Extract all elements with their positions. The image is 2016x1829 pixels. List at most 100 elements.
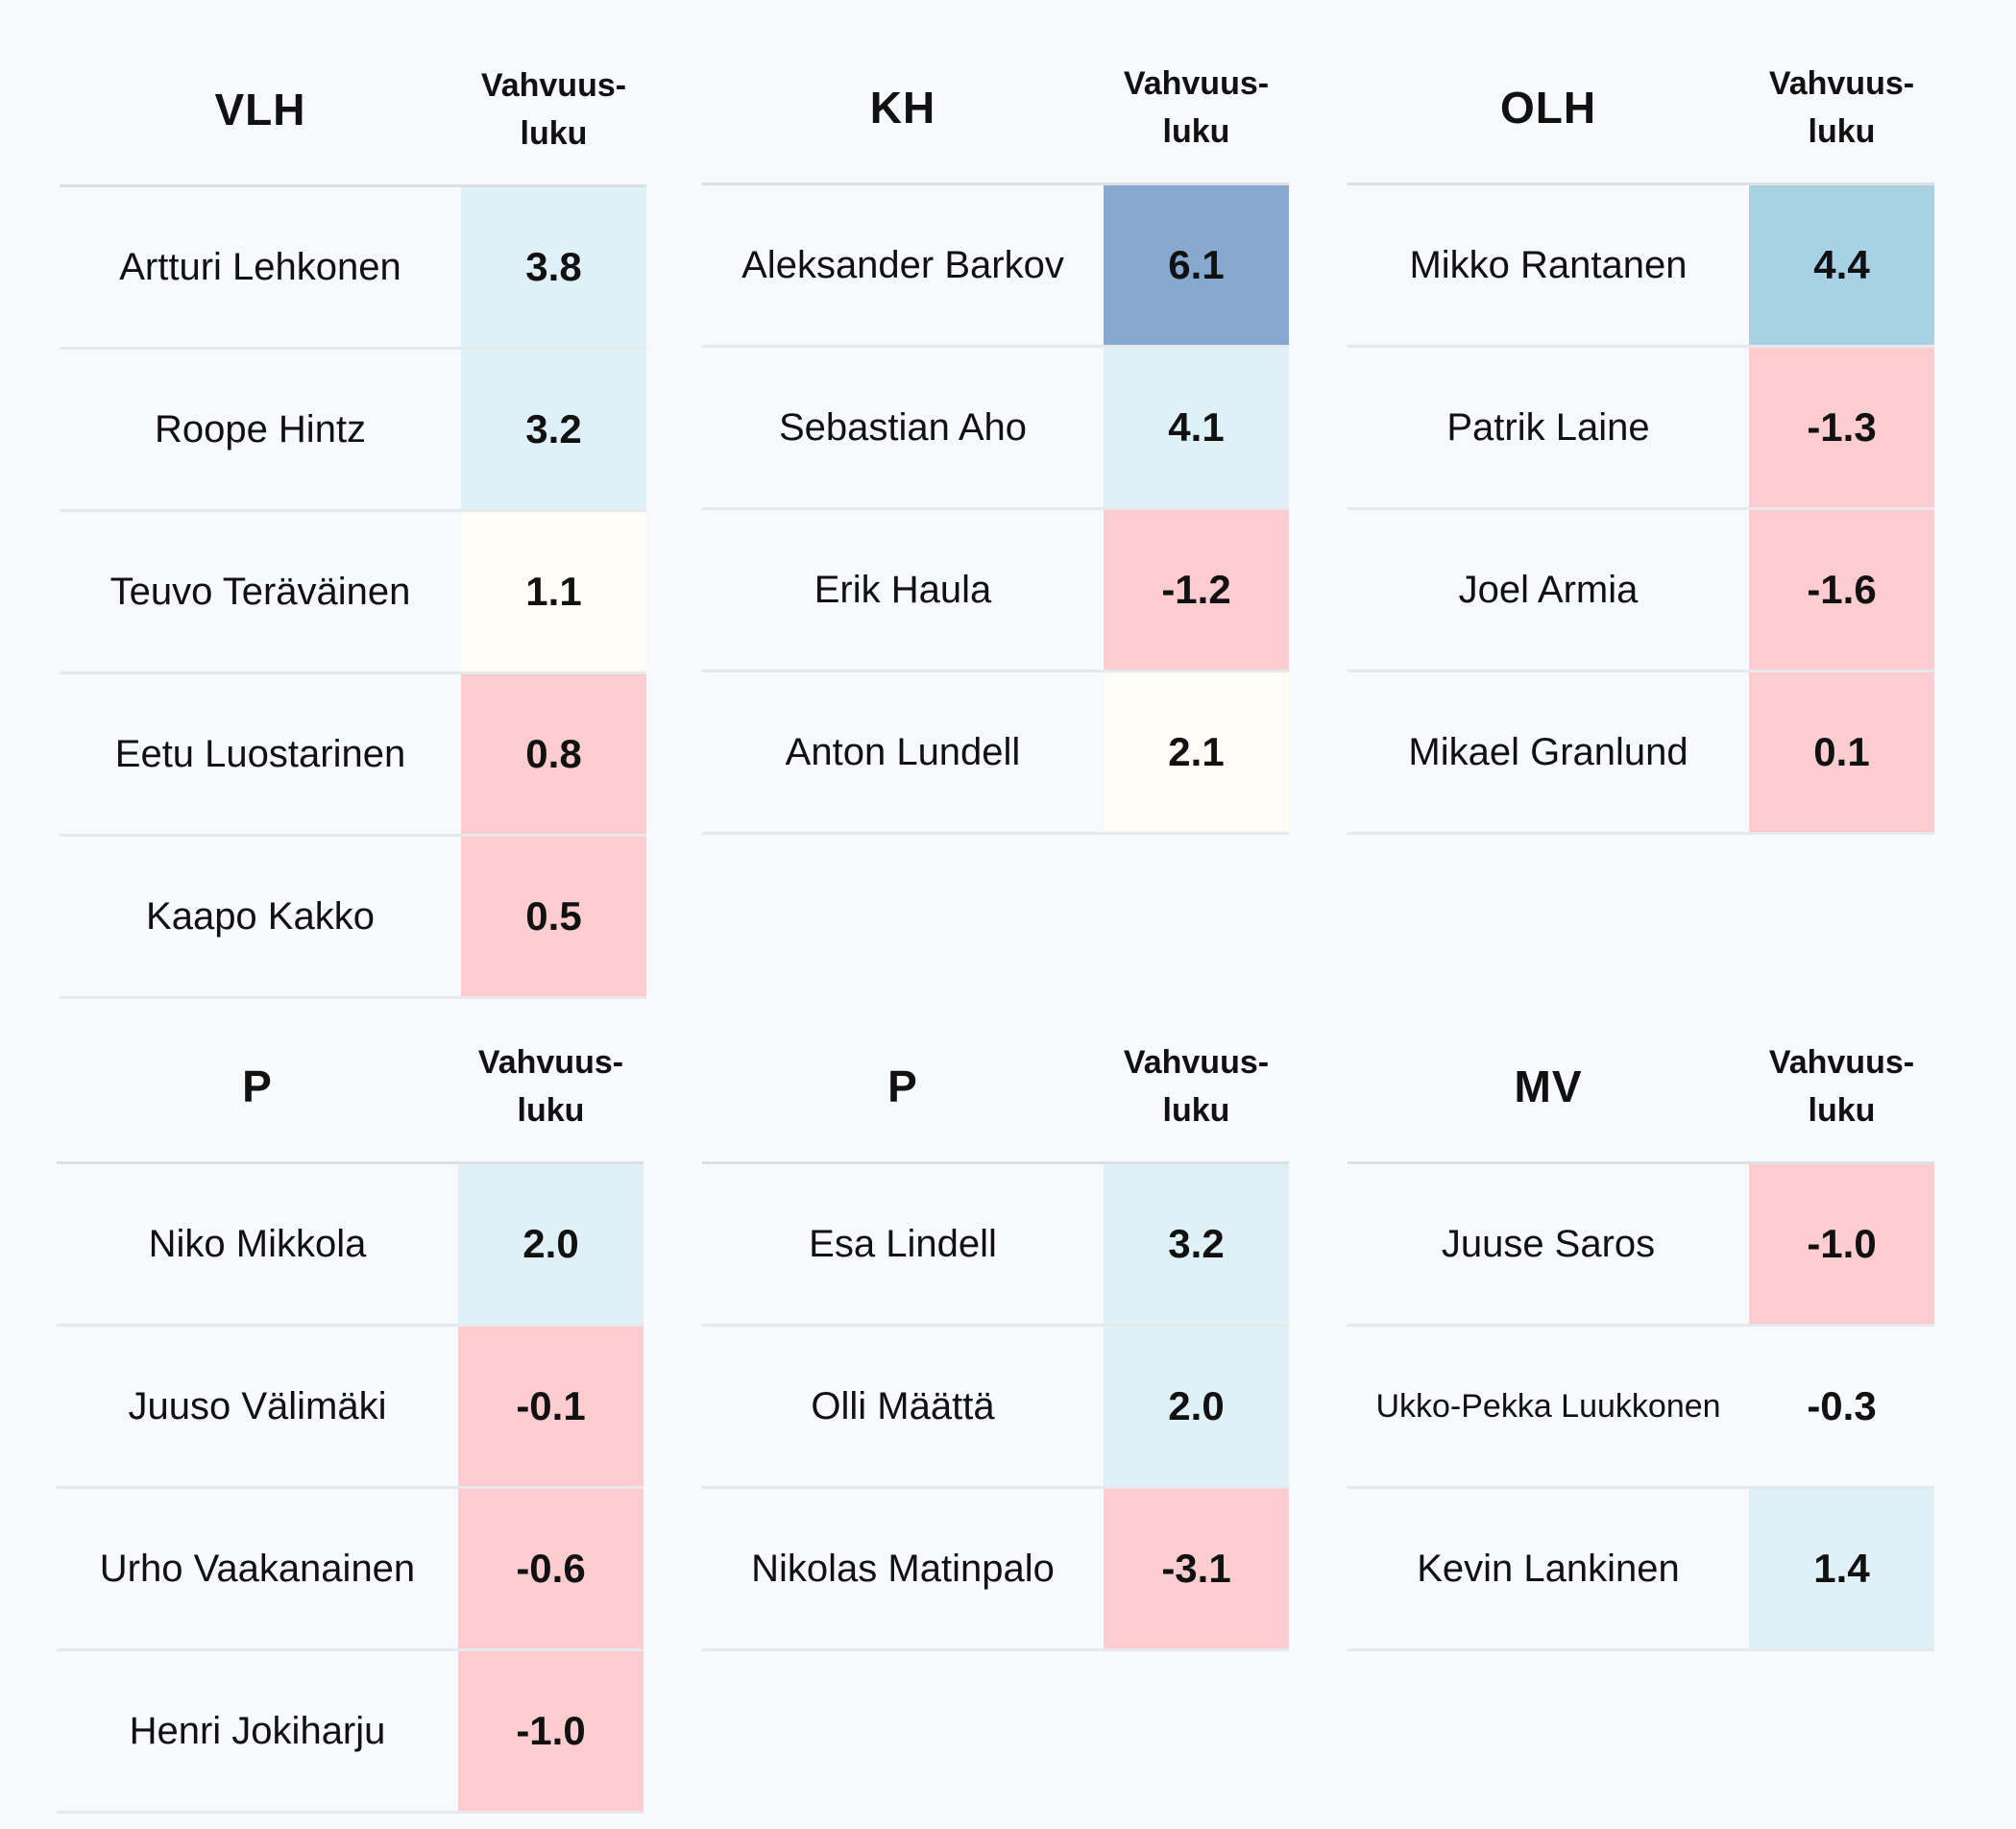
table-row: Patrik Laine -1.3	[1348, 346, 1934, 510]
table-row: Erik Haula -1.2	[702, 508, 1289, 672]
strength-rating-heading: Vahvuus-luku	[1749, 1012, 1934, 1164]
table-header-row: P Vahvuus-luku	[702, 1012, 1289, 1164]
player-name: Erik Haula	[702, 508, 1104, 672]
strength-rating-heading: Vahvuus-luku	[461, 35, 646, 187]
table-header-row: OLH Vahvuus-luku	[1348, 33, 1934, 185]
table-row: Teuvo Teräväinen 1.1	[60, 510, 646, 674]
strength-rating-value: -1.0	[458, 1649, 644, 1814]
strength-rating-value: 3.2	[461, 348, 646, 512]
position-heading: VLH	[60, 35, 461, 187]
strength-rating-heading-line: Vahvuus-	[1768, 65, 1915, 102]
player-name: Kevin Lankinen	[1348, 1487, 1749, 1651]
table-row: Kaapo Kakko 0.5	[60, 835, 646, 999]
player-name: Mikko Rantanen	[1348, 183, 1749, 348]
player-name: Kaapo Kakko	[60, 835, 461, 999]
position-heading: MV	[1348, 1012, 1749, 1164]
strength-rating-heading-line: luku	[517, 1092, 585, 1129]
strength-rating-value: -0.3	[1749, 1325, 1934, 1489]
player-name: Anton Lundell	[702, 671, 1104, 835]
position-table-kh-2: KH Vahvuus-luku Aleksander Barkov 6.1 Sebast…	[702, 33, 1289, 835]
player-name: Esa Lindell	[702, 1162, 1104, 1327]
player-name: Ukko-Pekka Luukkonen	[1348, 1325, 1749, 1489]
strength-rating-value: 3.2	[1104, 1162, 1289, 1327]
player-name: Urho Vaakanainen	[57, 1487, 458, 1651]
table-header-row: P Vahvuus-luku	[57, 1012, 644, 1164]
player-name: Sebastian Aho	[702, 346, 1104, 510]
player-name: Roope Hintz	[60, 348, 461, 512]
table-row: Artturi Lehkonen 3.8	[60, 185, 646, 350]
strength-rating-value: -0.1	[458, 1325, 644, 1489]
position-heading: P	[702, 1012, 1104, 1164]
strength-rating-heading-line: luku	[1162, 1092, 1230, 1129]
strength-rating-value: 0.1	[1749, 671, 1934, 835]
strength-rating-value: 2.0	[1104, 1325, 1289, 1489]
table-row: Roope Hintz 3.2	[60, 348, 646, 512]
player-name: Teuvo Teräväinen	[60, 510, 461, 674]
strength-rating-value: -1.0	[1749, 1162, 1934, 1327]
strength-rating-heading-line: Vahvuus-	[1123, 1044, 1270, 1081]
strength-rating-heading-line: luku	[1808, 113, 1876, 150]
position-table-mv-6: MV Vahvuus-luku Juuse Saros -1.0 Ukko-Pekka …	[1348, 1012, 1934, 1651]
strength-rating-heading: Vahvuus-luku	[1104, 33, 1289, 185]
player-name: Henri Jokiharju	[57, 1649, 458, 1814]
position-table-vlh-1: VLH Vahvuus-luku Artturi Lehkonen 3.8 Roope …	[60, 35, 646, 999]
player-name: Joel Armia	[1348, 508, 1749, 672]
table-row: Olli Määttä 2.0	[702, 1325, 1289, 1489]
strength-rating-value: 0.8	[461, 672, 646, 837]
strength-rating-heading-line: Vahvuus-	[477, 1044, 624, 1081]
player-name: Olli Määttä	[702, 1325, 1104, 1489]
strength-rating-value: 2.0	[458, 1162, 644, 1327]
table-row: Juuse Saros -1.0	[1348, 1162, 1934, 1327]
table-row: Esa Lindell 3.2	[702, 1162, 1289, 1327]
table-row: Juuso Välimäki -0.1	[57, 1325, 644, 1489]
strength-rating-heading-line: luku	[520, 115, 588, 152]
strength-rating-value: 2.1	[1104, 671, 1289, 835]
table-row: Mikael Granlund 0.1	[1348, 671, 1934, 835]
player-name: Artturi Lehkonen	[60, 185, 461, 350]
strength-rating-value: -0.6	[458, 1487, 644, 1651]
player-name: Eetu Luostarinen	[60, 672, 461, 837]
strength-rating-value: -1.6	[1749, 508, 1934, 672]
strength-rating-heading-line: Vahvuus-	[1768, 1044, 1915, 1081]
strength-rating-value: 1.1	[461, 510, 646, 674]
table-row: Joel Armia -1.6	[1348, 508, 1934, 672]
strength-rating-heading: Vahvuus-luku	[1749, 33, 1934, 185]
table-row: Ukko-Pekka Luukkonen -0.3	[1348, 1325, 1934, 1489]
table-row: Sebastian Aho 4.1	[702, 346, 1289, 510]
table-row: Eetu Luostarinen 0.8	[60, 672, 646, 837]
position-heading: P	[57, 1012, 458, 1164]
table-row: Kevin Lankinen 1.4	[1348, 1487, 1934, 1651]
strength-rating-heading: Vahvuus-luku	[1104, 1012, 1289, 1164]
strength-rating-heading-line: luku	[1808, 1092, 1876, 1129]
table-row: Henri Jokiharju -1.0	[57, 1649, 644, 1814]
table-row: Anton Lundell 2.1	[702, 671, 1289, 835]
strength-rating-value: 0.5	[461, 835, 646, 999]
table-row: Nikolas Matinpalo -3.1	[702, 1487, 1289, 1651]
strength-rating-value: 4.1	[1104, 346, 1289, 510]
strength-rating-value: -3.1	[1104, 1487, 1289, 1651]
strength-rating-value: 4.4	[1749, 183, 1934, 348]
table-header-row: VLH Vahvuus-luku	[60, 35, 646, 187]
strength-rating-value: -1.2	[1104, 508, 1289, 672]
position-heading: OLH	[1348, 33, 1749, 185]
table-row: Urho Vaakanainen -0.6	[57, 1487, 644, 1651]
strength-rating-heading-line: Vahvuus-	[1123, 65, 1270, 102]
table-row: Aleksander Barkov 6.1	[702, 183, 1289, 348]
strength-rating-heading-line: Vahvuus-	[480, 67, 627, 104]
strength-rating-value: -1.3	[1749, 346, 1934, 510]
player-name: Mikael Granlund	[1348, 671, 1749, 835]
table-row: Mikko Rantanen 4.4	[1348, 183, 1934, 348]
strength-rating-value: 1.4	[1749, 1487, 1934, 1651]
table-header-row: KH Vahvuus-luku	[702, 33, 1289, 185]
player-name: Niko Mikkola	[57, 1162, 458, 1327]
strength-rating-heading: Vahvuus-luku	[458, 1012, 644, 1164]
strength-rating-value: 3.8	[461, 185, 646, 350]
player-name: Nikolas Matinpalo	[702, 1487, 1104, 1651]
player-name: Juuse Saros	[1348, 1162, 1749, 1327]
position-table-p-5: P Vahvuus-luku Esa Lindell 3.2 Olli Määttä 2.…	[702, 1012, 1289, 1651]
position-table-p-4: P Vahvuus-luku Niko Mikkola 2.0 Juuso Välimä…	[57, 1012, 644, 1814]
table-row: Niko Mikkola 2.0	[57, 1162, 644, 1327]
player-name: Patrik Laine	[1348, 346, 1749, 510]
player-name: Juuso Välimäki	[57, 1325, 458, 1489]
position-heading: KH	[702, 33, 1104, 185]
